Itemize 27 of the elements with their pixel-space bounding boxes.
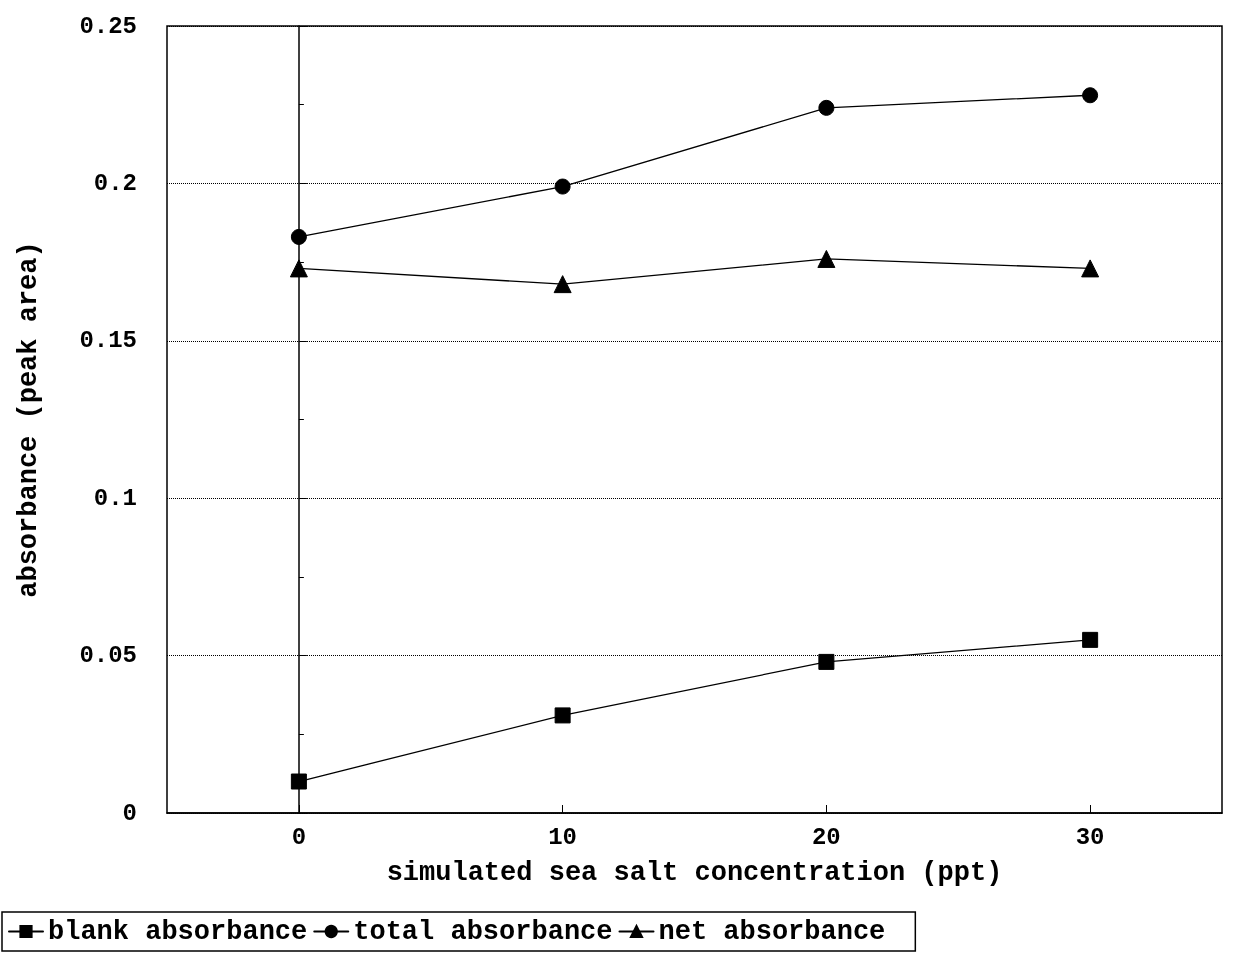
x-tick-label: 0 xyxy=(291,823,307,851)
point xyxy=(289,259,308,278)
y-tick-label: 0.2 xyxy=(93,169,137,197)
legend-label: net absorbance xyxy=(658,916,886,947)
point xyxy=(290,773,307,790)
point xyxy=(817,249,836,268)
legend-label: total absorbance xyxy=(353,916,613,947)
x-axis-title: simulated sea salt concentration (ppt) xyxy=(386,857,1003,888)
y-tick-label: 0.05 xyxy=(79,642,137,670)
point xyxy=(554,178,571,195)
point xyxy=(554,707,571,724)
point xyxy=(1082,87,1099,104)
y-tick-label: 0.25 xyxy=(79,12,137,40)
legend-label: blank absorbance xyxy=(48,916,308,947)
x-tick-label: 30 xyxy=(1075,823,1105,851)
y-tick-label: 0 xyxy=(122,799,137,827)
point xyxy=(1081,259,1100,278)
y-axis-title: absorbance (peak area) xyxy=(13,241,44,598)
point xyxy=(818,99,835,116)
point xyxy=(818,653,835,670)
point xyxy=(290,228,307,245)
x-tick-label: 20 xyxy=(811,823,841,851)
y-tick-label: 0.1 xyxy=(93,484,137,512)
x-tick-label: 10 xyxy=(548,823,578,851)
point xyxy=(1082,631,1099,648)
y-tick-label: 0.15 xyxy=(79,327,137,355)
point xyxy=(553,275,572,294)
